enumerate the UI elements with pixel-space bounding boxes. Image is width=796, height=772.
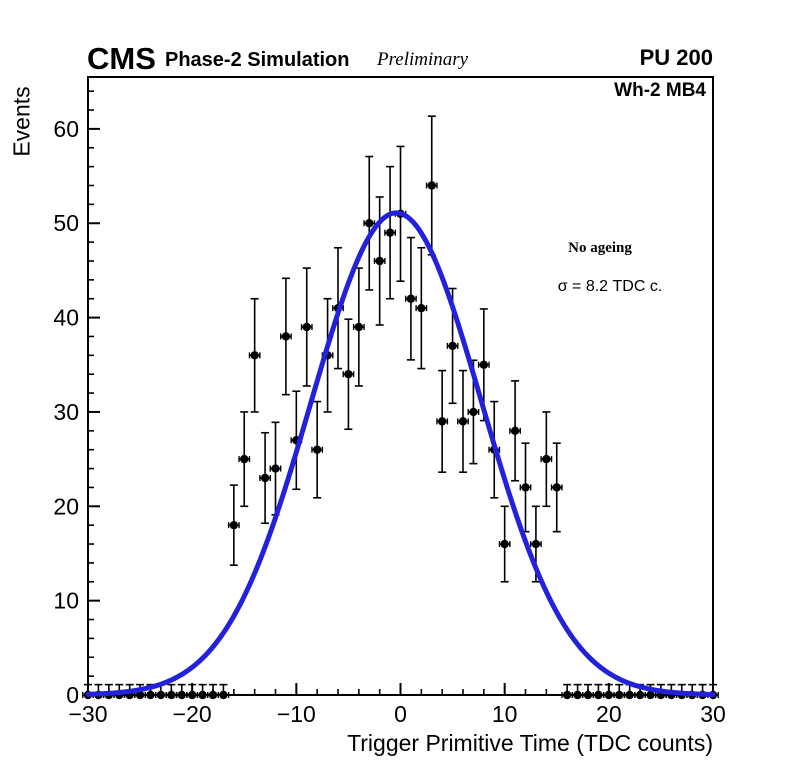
data-point[interactable] (509, 380, 521, 482)
data-point[interactable] (425, 115, 438, 256)
data-point[interactable] (592, 683, 605, 700)
data-point[interactable] (405, 236, 417, 361)
data-point[interactable] (238, 411, 251, 508)
x-tick-label: −30 (68, 701, 107, 727)
simulation-subtitle: Phase-2 Simulation (165, 49, 350, 71)
data-point[interactable] (457, 369, 469, 473)
cms-logo-text: CMS (87, 41, 156, 76)
x-tick-label: −20 (173, 701, 212, 727)
data-point[interactable] (248, 297, 261, 413)
data-point[interactable] (280, 277, 292, 396)
data-point[interactable] (582, 683, 594, 700)
data-point[interactable] (217, 683, 230, 700)
data-point[interactable] (602, 683, 615, 700)
data-point[interactable] (196, 683, 209, 700)
data-point[interactable] (540, 411, 553, 508)
data-point[interactable] (561, 683, 574, 700)
data-point[interactable] (373, 196, 386, 326)
data-point[interactable] (300, 267, 313, 387)
x-tick-label: 0 (394, 701, 407, 727)
preliminary-label: Preliminary (377, 49, 469, 70)
data-point[interactable] (498, 505, 511, 583)
x-tick-label: 20 (596, 701, 622, 727)
data-point[interactable] (165, 683, 178, 700)
data-point[interactable] (707, 683, 719, 700)
gaussian-fit-curve (85, 210, 716, 697)
data-point[interactable] (571, 683, 584, 700)
data-point[interactable] (269, 421, 282, 516)
chamber-label: Wh-2 MB4 (614, 80, 706, 101)
x-axis-title: Trigger Primitive Time (TDC counts) (347, 730, 713, 756)
data-point[interactable] (259, 431, 271, 525)
data-point[interactable] (363, 155, 376, 291)
x-tick-label: 10 (492, 701, 518, 727)
data-point[interactable] (550, 442, 563, 533)
data-point[interactable] (311, 400, 324, 499)
y-tick-label: 30 (53, 399, 79, 425)
data-point[interactable] (342, 318, 355, 431)
data-point[interactable] (415, 246, 428, 370)
pileup-label: PU 200 (639, 45, 713, 70)
y-axis-title: Events (8, 86, 35, 157)
data-point[interactable] (227, 484, 240, 566)
data-point[interactable] (436, 369, 449, 473)
data-point[interactable] (613, 683, 626, 700)
y-tick-label: 60 (53, 116, 79, 142)
ageing-annotation: No ageing (568, 240, 632, 256)
y-tick-label: 40 (53, 305, 79, 331)
x-tick-label: −10 (277, 701, 316, 727)
y-tick-label: 20 (53, 493, 79, 519)
sigma-annotation: σ = 8.2 TDC c. (557, 278, 663, 295)
data-point[interactable] (207, 683, 219, 700)
x-tick-label: 30 (700, 701, 726, 727)
data-point[interactable] (175, 683, 188, 700)
y-tick-label: 50 (53, 210, 79, 236)
y-tick-label: 0 (66, 682, 79, 708)
data-point[interactable] (519, 442, 532, 533)
data-point[interactable] (352, 267, 365, 387)
y-tick-label: 10 (53, 588, 79, 614)
data-point[interactable] (384, 165, 396, 300)
data-point[interactable] (186, 683, 199, 700)
